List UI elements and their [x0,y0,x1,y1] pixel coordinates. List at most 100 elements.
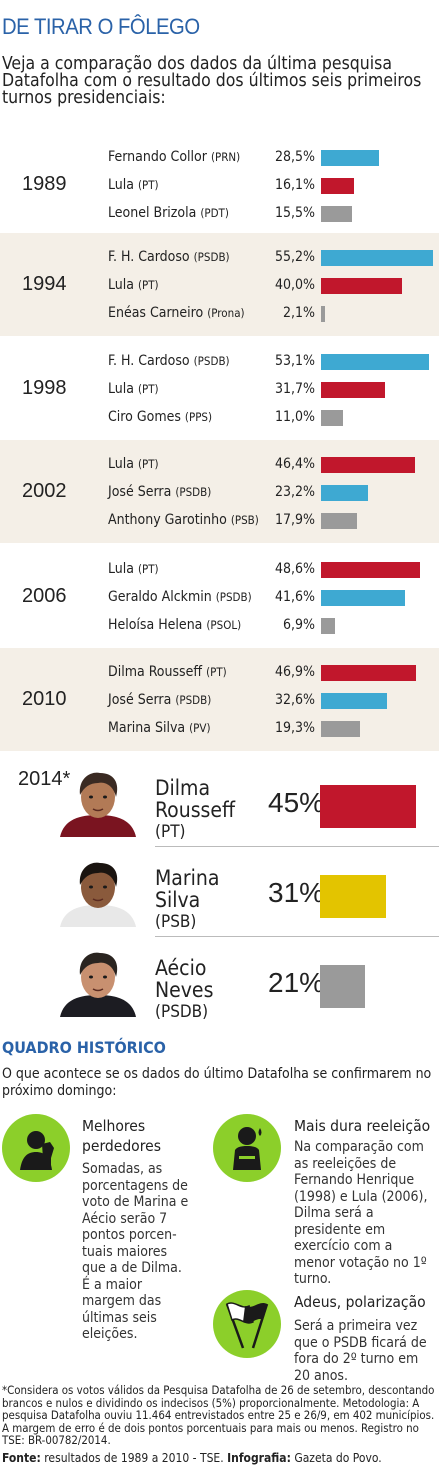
bar [321,410,343,426]
bar [321,513,357,529]
bar [321,150,379,166]
year-label: 1994 [22,273,67,295]
candidate-label: F. H. Cardoso (PSDB) [108,249,230,265]
candidate-label: Fernando Collor (PRN) [108,149,240,165]
candidate-label: Lula (PT) [108,456,159,472]
candidate-party: (PSB) [230,513,259,527]
source-text: resultados de 1989 a 2010 - TSE. [44,1451,224,1465]
candidate-name: Lula [108,277,138,293]
waving-flags-icon [213,1290,281,1358]
candidate-name: Dilma Rousseff [108,664,207,680]
year-label: 2002 [22,480,67,502]
data-label: 46,4% [274,456,315,472]
candidate-party: (PSDB) [155,1002,209,1022]
candidate-party: (PSB) [155,912,197,932]
bar [321,306,325,322]
candidate-label: Geraldo Alckmin (PSDB) [108,589,252,605]
candidate-party: (PT) [137,278,159,292]
separator [155,846,439,847]
data-label: 2,1% [283,305,315,321]
candidate-party: (PSDB) [193,354,230,368]
bar [321,178,354,194]
infografia-label: Infografia: [227,1451,291,1465]
candidate-party: (PRN) [210,150,241,164]
year-label: 1989 [22,173,67,195]
box1-title: Melhores perdedores [82,1117,161,1155]
candidate-label: F. H. Cardoso (PSDB) [108,353,230,369]
data-label: 19,3% [274,720,315,736]
intro-text: Veja a comparação dos dados da última pe… [2,54,422,108]
bar [321,485,368,501]
candidate-party: (PV) [189,721,211,735]
candidate-label: Lula (PT) [108,561,159,577]
candidate-name: Lula [108,456,138,472]
bar [321,693,387,709]
source-label: Fonte: [2,1451,41,1465]
candidate-label: Leonel Brizola (PDT) [108,205,229,221]
candidate-last-name: Silva [155,888,201,912]
data-label: 41,6% [274,589,315,605]
thumbs-down-icon [2,1114,70,1182]
aecio-portrait [58,949,138,1017]
candidate-label: Ciro Gomes (PPS) [108,409,212,425]
bar [321,457,415,473]
bar [321,590,405,606]
candidate-name: José Serra [108,484,176,500]
candidate-label: Lula (PT) [108,177,159,193]
candidate-party: (PT) [155,822,186,842]
headline: DE TIRAR O FÔLEGO [2,14,200,39]
year-label: 2010 [22,688,67,710]
candidate-name: Leonel Brizola [108,205,201,221]
box1-text: Somadas, as porcentagens de voto de Mari… [82,1161,189,1342]
candidate-party: (PPS) [184,410,213,424]
data-label: 6,9% [283,617,315,633]
candidate-party: (PSDB) [175,485,212,499]
dilma-portrait [58,769,138,837]
data-label: 21% [268,967,325,998]
box2-title: Mais dura reeleição [294,1117,431,1135]
candidate-party: (PSDB) [215,590,252,604]
quadro-title: QUADRO HISTÓRICO [2,1038,166,1057]
candidate-label: Dilma Rousseff (PT) [155,777,265,843]
candidate-last-name: Rousseff [155,798,236,822]
candidate-label: Aécio Neves (PSDB) [155,957,265,1023]
data-label: 15,5% [274,205,315,221]
year-label: 2006 [22,585,67,607]
candidate-name: Lula [108,177,138,193]
data-label: 17,9% [274,512,315,528]
candidate-name: Fernando Collor [108,149,211,165]
year-label: 1998 [22,377,67,399]
data-label: 55,2% [274,249,315,265]
candidate-name: Lula [108,561,138,577]
bar [321,206,352,222]
box3-text: Será a primeira vez que o PSDB ficará de… [294,1318,427,1384]
candidate-name: Ciro Gomes [108,409,185,425]
candidate-label: José Serra (PSDB) [108,692,211,708]
candidate-label: Marina Silva (PSB) [155,867,265,933]
bar [320,785,416,828]
bar [320,875,386,918]
data-label: 31% [268,877,325,908]
candidate-party: (PSDB) [175,693,212,707]
candidate-label: Lula (PT) [108,381,159,397]
data-label: 48,6% [274,561,315,577]
candidate-label: José Serra (PSDB) [108,484,211,500]
marina-portrait [58,859,138,927]
source-line: Fonte: resultados de 1989 a 2010 - TSE. … [2,1451,382,1465]
candidate-party: (PT) [137,382,159,396]
infografia-text: Gazeta do Povo. [294,1451,382,1465]
sweating-person-icon [213,1114,281,1182]
candidate-label: Marina Silva (PV) [108,720,211,736]
candidate-label: Lula (PT) [108,277,159,293]
candidate-party: (PT) [137,562,159,576]
bar [321,721,360,737]
data-label: 23,2% [274,484,315,500]
candidate-first-name: Dilma [155,776,211,800]
quadro-subtitle: O que acontece se os dados do último Dat… [2,1066,432,1099]
candidate-label: Anthony Garotinho (PSB) [108,512,259,528]
data-label: 11,0% [274,409,315,425]
candidate-name: Heloísa Helena [108,617,207,633]
data-label: 16,1% [274,177,315,193]
candidate-label: Heloísa Helena (PSOL) [108,617,241,633]
candidate-party: (PT) [137,457,159,471]
